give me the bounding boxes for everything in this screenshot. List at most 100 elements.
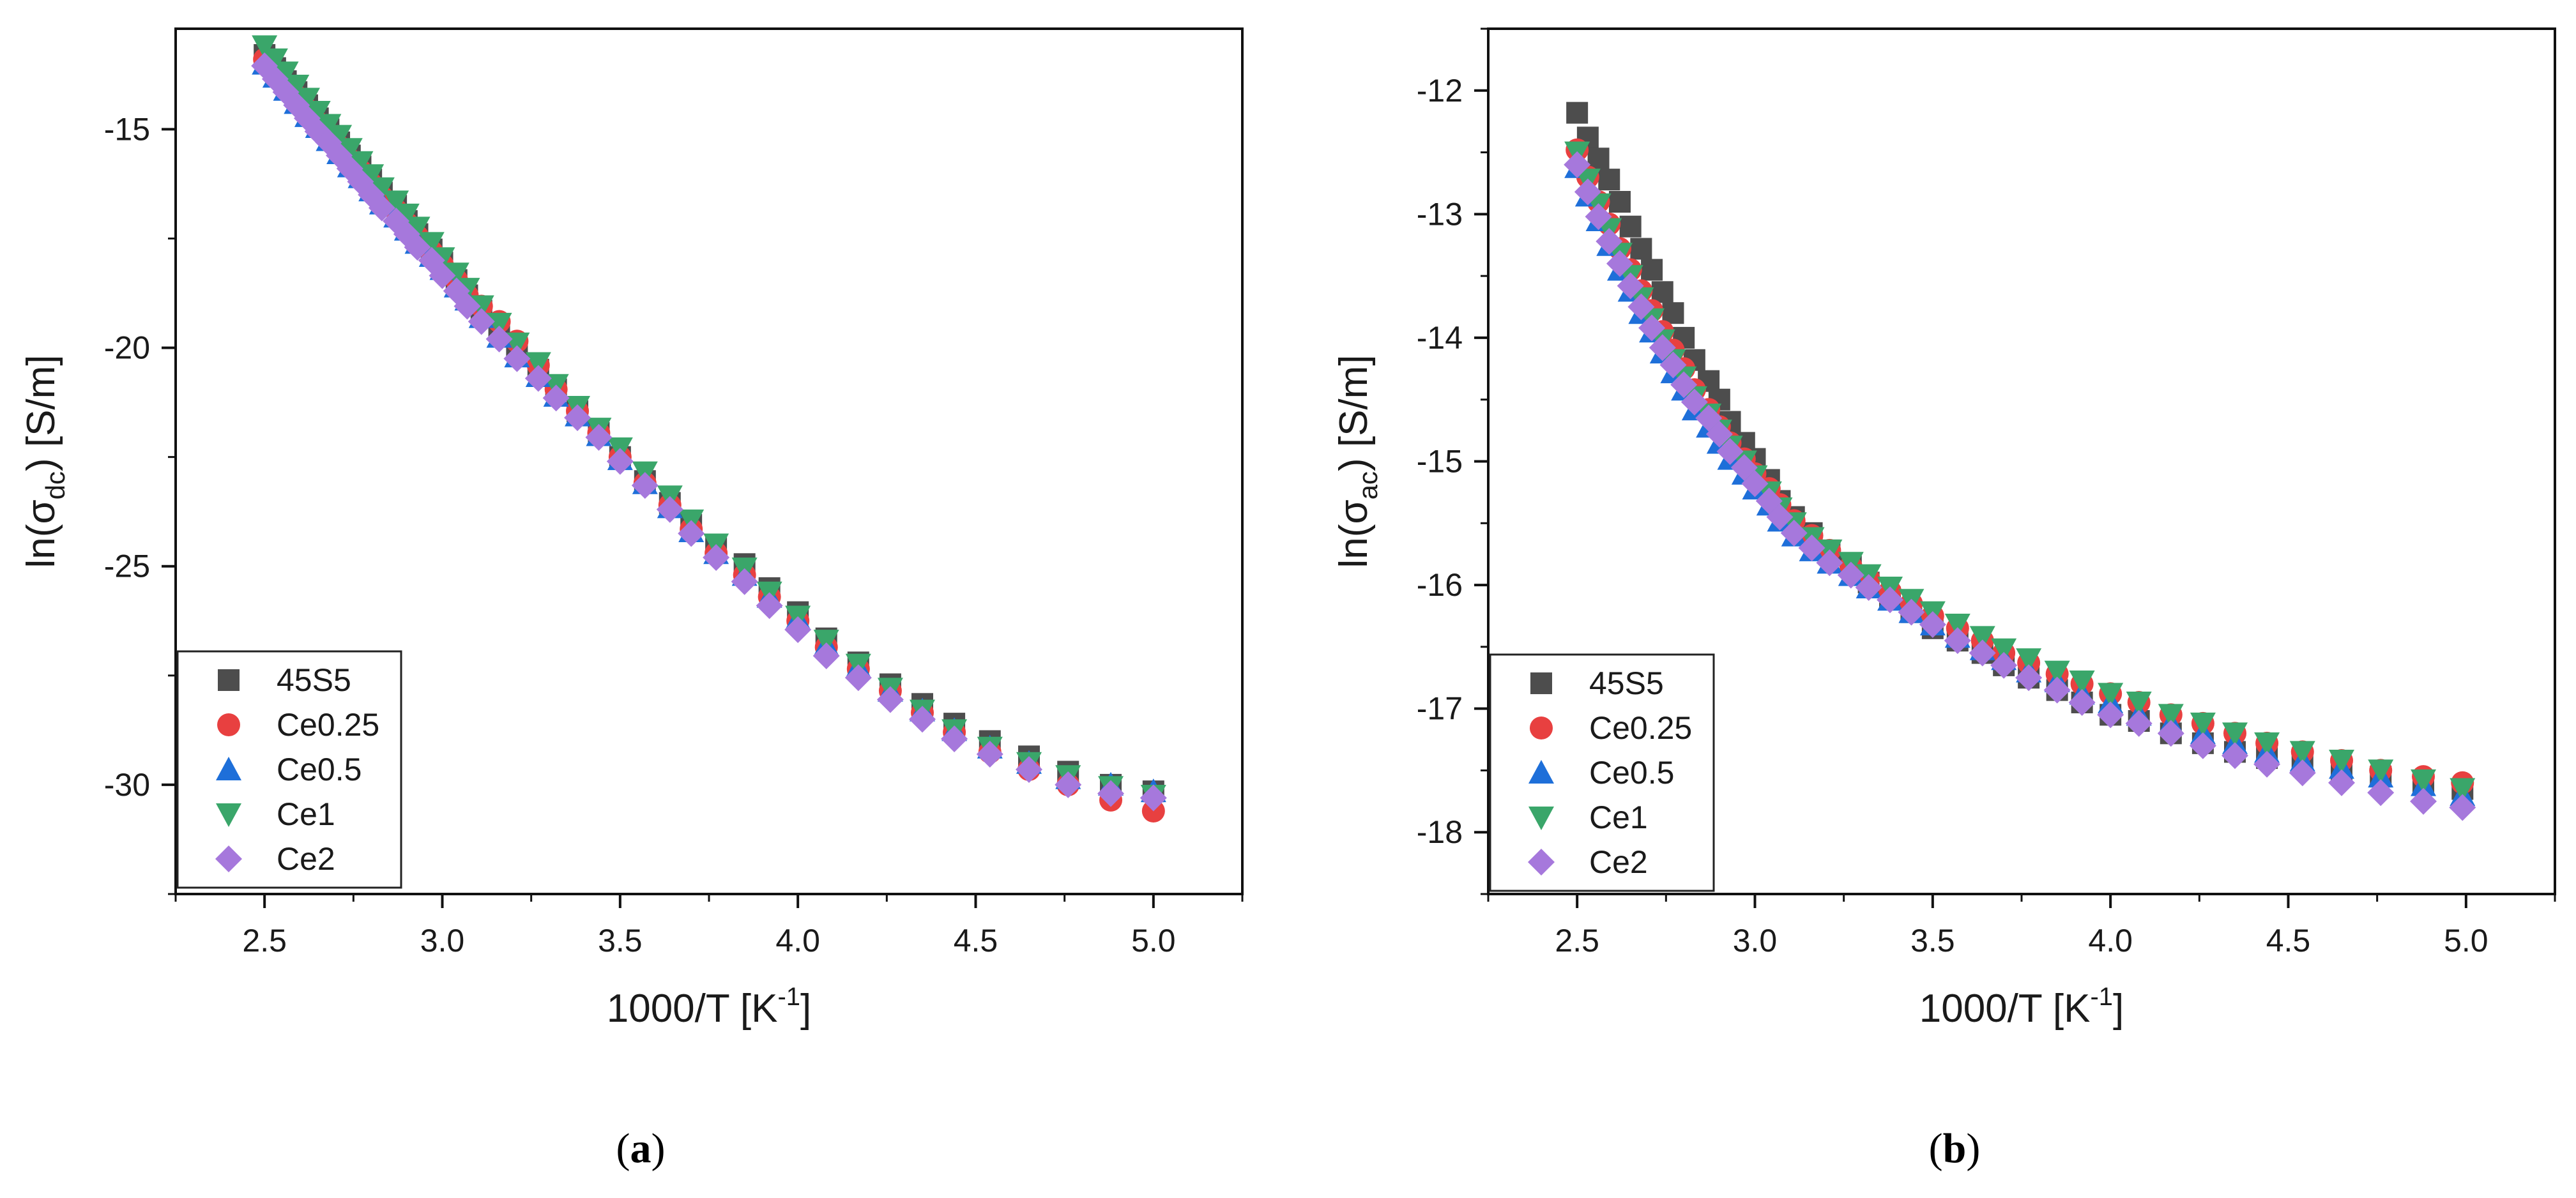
data-point (1574, 178, 1601, 206)
y-tick-label: -13 (1417, 196, 1463, 232)
data-point (443, 262, 469, 287)
y-axis-title: ln(σac) [S/m] (1332, 354, 1383, 568)
data-point (347, 151, 374, 175)
data-point (631, 472, 659, 499)
data-point (273, 61, 299, 86)
data-point (2157, 720, 2184, 747)
data-point (1606, 250, 1633, 277)
data-point (1649, 334, 1676, 361)
data-point (2254, 732, 2280, 756)
data-point (2289, 741, 2315, 765)
data-point (2016, 648, 2042, 672)
data-point (656, 496, 683, 523)
legend: 45S5 Ce0.25 Ce0.5 Ce1 Ce2 (1489, 653, 1715, 892)
data-point (525, 352, 551, 376)
data-point (1837, 561, 1864, 589)
data-point (284, 74, 310, 98)
data-point (542, 384, 570, 412)
legend-marker (1528, 760, 1554, 784)
y-tick-label: -15 (1417, 444, 1463, 480)
data-point (1705, 420, 1733, 448)
data-point (418, 232, 445, 256)
data-point (941, 725, 968, 753)
data-point (429, 262, 456, 289)
data-point (2125, 709, 2153, 737)
data-point (485, 325, 513, 353)
legend-box (176, 650, 402, 889)
legend-label: Ce0.5 (277, 752, 362, 787)
data-point (1944, 627, 1971, 655)
x-tick-label: 2.5 (242, 923, 287, 959)
data-point (2069, 671, 2095, 695)
data-point (326, 125, 353, 149)
y-tick-label: -17 (1417, 691, 1463, 727)
x-tick-label: 3.5 (598, 923, 643, 959)
x-tick-label: 3.0 (420, 923, 465, 959)
data-point (2044, 660, 2070, 685)
data-point (784, 616, 812, 643)
data-point (1680, 388, 1708, 416)
data-point (1596, 227, 1623, 255)
caption-a: (a) (616, 1125, 666, 1172)
data-point (1798, 535, 1825, 561)
data-point (1630, 238, 1652, 260)
data-point (1016, 755, 1042, 783)
data-point (606, 448, 634, 475)
legend-label: 45S5 (1589, 665, 1664, 701)
legend-label: Ce0.5 (1589, 755, 1674, 791)
x-tick-label: 2.5 (1555, 923, 1599, 959)
series-Ce2 (251, 52, 1167, 812)
data-point (678, 520, 705, 547)
x-tick-label: 4.5 (2266, 923, 2311, 959)
data-point (2367, 779, 2395, 807)
x-tick-label: 5.0 (1131, 923, 1176, 959)
y-tick-label: -15 (104, 111, 150, 147)
caption-b-letter: b (1943, 1125, 1967, 1172)
legend-label: Ce1 (277, 796, 335, 832)
x-tick-label: 4.0 (775, 923, 820, 959)
data-point (1877, 586, 1904, 614)
x-axis-title: 1000/T [K-1] (607, 983, 812, 1031)
data-point (453, 292, 481, 320)
data-point (813, 630, 839, 654)
data-point (2015, 664, 2043, 692)
y-tick-label: -18 (1417, 814, 1463, 850)
legend-marker (1528, 807, 1554, 830)
data-point (909, 706, 936, 733)
x-tick-label: 5.0 (2444, 923, 2488, 959)
caption-b: (b) (1929, 1125, 1981, 1172)
legend-marker (218, 669, 240, 691)
data-point (393, 203, 420, 227)
legend-marker (1530, 717, 1553, 739)
data-point (2289, 759, 2316, 787)
legend-marker (1528, 849, 1555, 876)
y-tick-label: -20 (104, 330, 150, 366)
data-point (1855, 573, 1882, 601)
data-point (1969, 639, 1996, 667)
data-point (1566, 102, 1589, 124)
data-point (2222, 722, 2248, 747)
legend: 45S5 Ce0.25 Ce0.5 Ce1 Ce2 (176, 650, 402, 889)
data-point (1617, 272, 1644, 300)
x-tick-label: 3.5 (1910, 923, 1955, 959)
data-point (262, 48, 288, 72)
legend-marker (1530, 672, 1552, 694)
data-point (1670, 371, 1698, 398)
data-point (1990, 651, 2018, 679)
legend-marker (217, 713, 240, 736)
data-point (2068, 688, 2096, 716)
data-point (1638, 314, 1666, 342)
data-point (2411, 769, 2437, 793)
data-point (1662, 302, 1684, 324)
panel-b-chart: 2.5 3.0 3.5 4.0 4.5 5.0 -12 -13 -14 -15 -16 -17 -18 1… (1332, 27, 2556, 1031)
legend-box (1489, 653, 1715, 892)
data-point (2328, 769, 2355, 796)
data-point (468, 308, 495, 335)
data-point (358, 164, 385, 188)
data-point (1716, 438, 1744, 466)
data-point (564, 404, 591, 432)
data-point (1780, 519, 1808, 547)
data-point (2222, 742, 2248, 770)
data-point (1598, 169, 1620, 191)
y-tick-label: -30 (104, 767, 150, 803)
